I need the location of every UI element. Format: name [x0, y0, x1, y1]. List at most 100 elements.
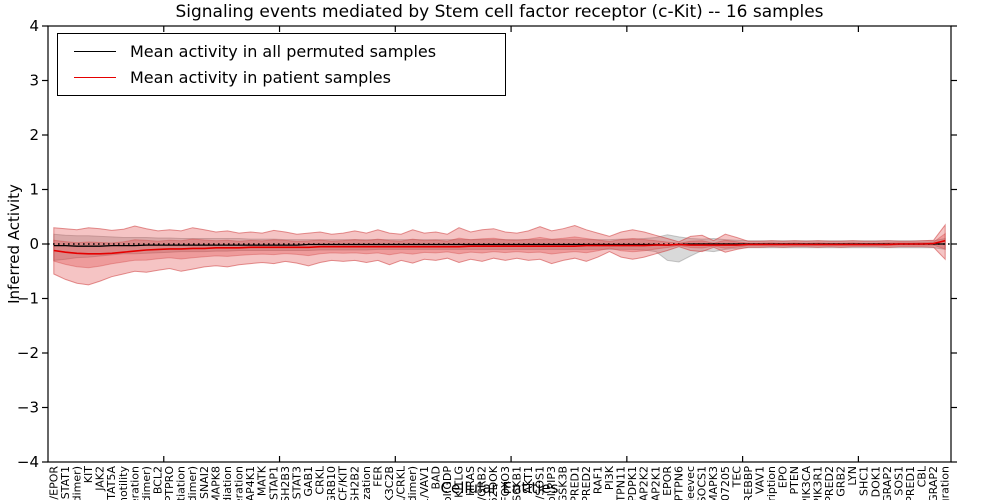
y-tick-label: 2 [29, 126, 39, 144]
x-category-label: KIT [82, 466, 95, 483]
x-category-label: PIK3R1 [811, 466, 824, 500]
x-category-label: GRB2 [835, 466, 848, 497]
x-category-label: STAT1 (dimer) [70, 466, 83, 500]
y-tick-label: −4 [17, 453, 39, 471]
x-category-label: MAP2K1 [649, 466, 662, 500]
x-category-label: mol:PIP3 [545, 466, 558, 500]
x-category-label: AKT1 [522, 466, 535, 494]
x-category-label: actin filament polymerization [360, 466, 373, 500]
x-category-label: LYN/TEC/p62DOK [487, 465, 500, 500]
legend-label-permuted: Mean activity in all permuted samples [130, 41, 437, 61]
x-category-label: FOXO3 [499, 466, 512, 500]
legend-item-patient: Mean activity in patient samples [74, 68, 505, 87]
x-category-label: CBL/CRKL/GRB2 [476, 466, 489, 500]
x-category-label: cell proliferation [233, 466, 246, 500]
x-category-label: STAT3 (dimer) [406, 466, 419, 500]
x-category-label: MAPK3 [707, 466, 720, 500]
x-category-label: HRAS/SPRED2 [580, 466, 593, 500]
y-axis-label: Inferred Activity [5, 184, 23, 304]
x-category-label: EPO [777, 466, 790, 489]
x-category-label: EPOR [661, 466, 674, 496]
x-category-label: PTPN6 [672, 466, 685, 500]
y-tick-label: 1 [29, 181, 39, 199]
x-category-label: GRB2/SOCS1/VAV1 [418, 466, 431, 500]
x-category-label: MAPK8 [209, 466, 222, 500]
x-category-label: PTEN [788, 466, 801, 495]
x-category-label: SH2B3 [279, 466, 292, 500]
x-category-label: GSK3B [557, 466, 570, 500]
x-category-label: CBL/CRKL [395, 465, 408, 500]
x-category-label: TEC [730, 466, 743, 489]
permuted-line-swatch [74, 50, 116, 52]
patient-mean-line [53, 239, 946, 255]
x-category-label: PIK3CA [800, 466, 813, 500]
x-category-label: JAK2 [94, 466, 107, 492]
x-category-label: mol:GDP [441, 466, 454, 500]
x-category-label: positive regulation of cell proliferatio… [128, 466, 141, 500]
x-category-label: VAV1 [753, 466, 766, 494]
x-category-label: MATK [256, 465, 269, 496]
chart-title: Signaling events mediated by Stem cell f… [175, 2, 824, 22]
x-category-label: SPRED2 [823, 466, 836, 500]
x-axis-label: Cellular Entities [440, 479, 559, 497]
x-category-label: KITLG [452, 466, 465, 498]
legend-label-patient: Mean activity in patient samples [130, 68, 391, 88]
y-tick-label: 3 [29, 72, 39, 90]
x-category-label: SCF/KIT/EPO/EPOR [47, 466, 60, 500]
x-category-label: GRAP2 [881, 466, 894, 500]
legend-item-permuted: Mean activity in all permuted samples [74, 42, 505, 61]
x-category-label: CREBBP [742, 466, 755, 500]
x-category-label: BCL2 [151, 466, 164, 494]
x-category-label: GAB1 [302, 466, 315, 497]
x-category-label: response to radiation [221, 466, 234, 500]
x-category-label: MAP4K1 [244, 466, 257, 500]
x-category-label: LYN [846, 466, 859, 486]
patient-band-outer [53, 223, 946, 286]
y-tick-label: −3 [17, 399, 39, 417]
x-category-label: cell migration [939, 466, 952, 500]
x-category-label: PDPK1 [626, 466, 639, 500]
x-category-label: megakaryocyte differentiation [175, 466, 188, 500]
y-tick-label: 4 [29, 17, 39, 35]
y-tick-label: −1 [17, 290, 39, 308]
x-category-label: STAT5A [105, 466, 118, 500]
x-category-label: BAD [429, 466, 442, 490]
y-tick-label: −2 [17, 344, 39, 362]
x-category-label: HRAS/SPRED1 [568, 466, 581, 500]
x-category-label: GO:0007205 [719, 466, 732, 500]
x-category-label: CRKL [314, 465, 327, 495]
x-category-label: GRB10 [325, 466, 338, 500]
x-category-label: SNAI2 [198, 466, 211, 499]
x-category-label: RPS6KB1 [510, 466, 523, 500]
x-category-label: PIK3C2B [383, 466, 396, 500]
x-category-label: HRAS [464, 466, 477, 496]
patient-line-swatch [74, 77, 116, 79]
x-category-label: cell motility [117, 466, 130, 500]
patient-band-inner [53, 232, 946, 269]
x-category-label: SOS1 [892, 466, 905, 496]
x-category-label: PTPRO [163, 466, 176, 500]
x-category-label: STAT3 [290, 466, 303, 499]
x-category-label: STAP1/STAT5A (dimer) [140, 466, 153, 500]
x-category-label: STAP1 [267, 466, 280, 500]
x-category-label: SCF/KIT [337, 466, 350, 500]
x-category-label: STAT5A (dimer) [186, 466, 199, 500]
x-category-label: SHC/GRAP2 [927, 466, 940, 500]
legend: Mean activity in all permuted samples Me… [57, 33, 506, 96]
x-category-label: mol:Gleevec [684, 466, 697, 500]
x-category-label: SH2B2 [348, 466, 361, 500]
x-category-label: SOCS1 [696, 466, 709, 500]
x-category-label: PTPN11 [615, 466, 628, 500]
x-category-label: positive regulation of transcription [765, 466, 778, 500]
x-category-label: DOK1 [869, 466, 882, 497]
x-category-label: STAT1 [59, 466, 72, 499]
x-category-label: FER [371, 466, 384, 487]
x-category-label: SHC/Grb2/SOS1 [534, 466, 547, 500]
x-category-label: MAP2K2 [638, 466, 651, 500]
x-category-label: CBL [916, 465, 929, 487]
x-category-label: RAF1 [591, 466, 604, 494]
x-category-label: PI3K [603, 465, 616, 490]
x-category-label: SPRED1 [904, 466, 917, 500]
x-category-label: SHC1 [858, 466, 871, 496]
